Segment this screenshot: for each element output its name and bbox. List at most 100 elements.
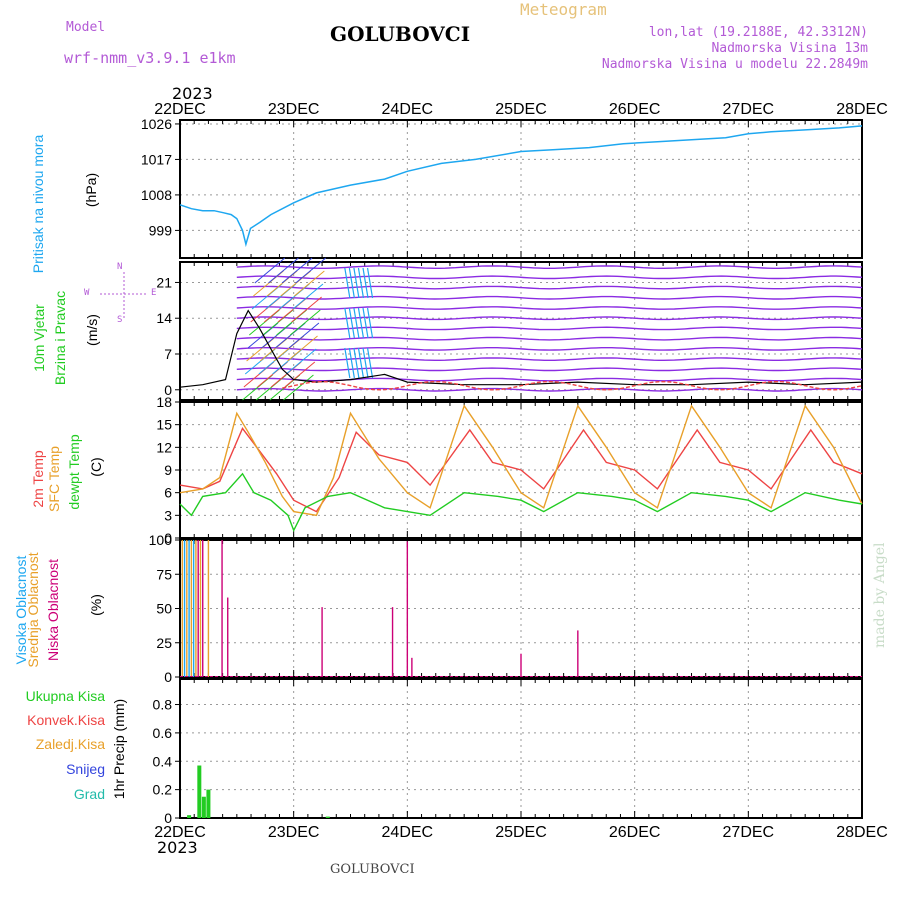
wind-row-line — [236, 387, 863, 392]
panel-frame-wind — [179, 261, 863, 401]
y-tick-label: 1026 — [141, 116, 172, 132]
cloud-unit: (%) — [88, 594, 104, 616]
wind-barb — [291, 296, 322, 323]
wind-barb — [344, 307, 351, 339]
wind-barb — [357, 267, 365, 299]
temp-2m-label: 2m Temp — [30, 450, 46, 508]
x-tick-label-bottom: 25DEC — [495, 824, 547, 841]
y-tick-label: 6 — [164, 485, 172, 501]
year-top: 2023 — [172, 84, 213, 103]
precip-frz-label: Zaledj.Kisa — [35, 736, 105, 752]
wind-row-line — [236, 357, 863, 361]
page-title: GOLUBOVCI — [330, 22, 471, 46]
y-tick-label: 0.2 — [153, 782, 173, 798]
precip-bar — [201, 796, 206, 818]
y-tick-label: 0 — [164, 382, 172, 398]
wind-gust-line — [282, 380, 863, 391]
wind-barb — [353, 347, 360, 379]
wind-barb — [285, 348, 317, 375]
series-line-2m-temp — [179, 427, 863, 513]
year-bottom: 2023 — [157, 838, 198, 857]
x-tick-label-bottom: 23DEC — [268, 824, 320, 841]
y-tick-label: 15 — [156, 417, 172, 433]
temp-dewpt-label: dewpt Temp — [66, 434, 82, 510]
wind-barb — [283, 374, 314, 401]
temp-sfc-label: SFC Temp — [46, 446, 62, 512]
model-name: wrf-nmm_v3.9.1 e1km — [64, 49, 236, 67]
wind-barb — [268, 257, 299, 284]
series-line-10m-vjetar — [179, 309, 863, 388]
compass-e-label: E — [151, 288, 157, 298]
wind-barb — [366, 347, 374, 379]
footer-station: GOLUBOVCI — [330, 862, 415, 877]
wind-barb — [344, 267, 351, 299]
series-line-pritisak-na-nivou-mora — [179, 125, 863, 248]
wind-barb — [366, 267, 374, 299]
y-tick-label: 18 — [156, 394, 172, 410]
wind-barb — [357, 347, 365, 379]
compass-w-label: W — [84, 288, 90, 298]
lonlat-text: lon,lat (19.2188E, 42.3312N) — [648, 25, 868, 40]
x-tick-label-bottom: 22DEC — [154, 824, 206, 841]
wind-row-line — [236, 306, 863, 310]
temp-unit: (C) — [88, 457, 104, 477]
x-tick-label-top: 25DEC — [495, 101, 547, 118]
wind-barb — [362, 347, 369, 379]
wind-row-line — [236, 377, 863, 382]
y-tick-label: 0.8 — [153, 697, 173, 713]
y-tick-label: 0.4 — [153, 753, 173, 769]
x-tick-label-top: 26DEC — [609, 101, 661, 118]
y-tick-label: 9 — [164, 462, 172, 478]
wind-barb — [353, 307, 360, 339]
wind-barb — [362, 267, 369, 299]
watermark: made by Angel — [872, 542, 888, 649]
panel-frame-temperature — [179, 401, 863, 539]
wind-row-line — [236, 295, 863, 300]
model-altitude-text: Nadmorska Visina u modelu 22.2849m — [601, 57, 868, 72]
y-tick-label: 3 — [164, 507, 172, 523]
precip-snow-label: Snijeg — [66, 761, 105, 777]
wind-barb — [284, 361, 316, 388]
wind-row-line — [236, 367, 863, 372]
pressure-unit: (hPa) — [83, 172, 99, 208]
wind-barb — [348, 347, 355, 379]
wind-unit: (m/s) — [84, 314, 100, 346]
wind-barb — [292, 283, 324, 310]
precip-bar — [206, 789, 211, 818]
y-tick-label: 25 — [156, 635, 172, 651]
wind-barb — [366, 307, 374, 339]
precip-bar — [197, 765, 202, 818]
compass-s-label: S — [117, 315, 123, 325]
compass-n-label: N — [117, 262, 123, 272]
wind-barb — [294, 270, 325, 297]
precip-bar — [187, 815, 192, 818]
y-tick-label: 0 — [164, 530, 172, 546]
y-tick-label: 1008 — [141, 187, 172, 203]
wind-barb — [362, 307, 369, 339]
y-tick-label: 75 — [156, 566, 172, 582]
wind-row-line — [236, 347, 863, 351]
panel-frame-pressure — [179, 119, 863, 259]
x-tick-label-top: 23DEC — [268, 101, 320, 118]
x-tick-label-top: 22DEC — [154, 101, 206, 118]
precip-total-label: Ukupna Kisa — [25, 688, 105, 704]
y-tick-label: 7 — [164, 346, 172, 362]
y-tick-label: 21 — [156, 274, 172, 290]
wind-row-line — [236, 285, 863, 290]
x-tick-label-top: 28DEC — [836, 101, 888, 118]
x-tick-label-top: 27DEC — [723, 101, 775, 118]
wind-row-line — [236, 265, 863, 269]
panel-frame-precip — [179, 678, 863, 819]
wind-barb — [357, 307, 365, 339]
precip-unit: 1hr Precip (mm) — [111, 698, 127, 800]
precip-conv-label: Konvek.Kisa — [27, 712, 105, 728]
wind-barb — [348, 307, 355, 339]
wind-row-line — [236, 275, 863, 280]
x-tick-label-top: 24DEC — [382, 101, 434, 118]
y-tick-label: 12 — [156, 439, 172, 455]
x-tick-label-bottom: 28DEC — [836, 824, 888, 841]
y-tick-label: 0.6 — [153, 725, 173, 741]
meteogram-label: Meteogram — [520, 0, 607, 19]
y-tick-label: 999 — [149, 222, 173, 238]
